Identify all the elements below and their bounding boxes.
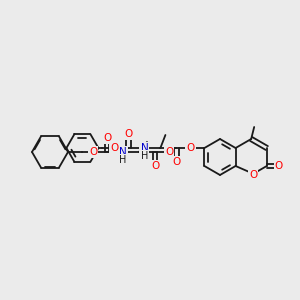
Text: O: O xyxy=(124,129,133,139)
Text: H: H xyxy=(119,155,127,165)
Text: O: O xyxy=(274,161,283,171)
Text: O: O xyxy=(89,147,97,157)
Text: O: O xyxy=(103,133,111,143)
Text: H: H xyxy=(141,151,148,161)
Text: O: O xyxy=(172,157,181,167)
Text: O: O xyxy=(249,170,257,180)
Text: N: N xyxy=(119,147,127,157)
Text: O: O xyxy=(110,143,118,153)
Text: O: O xyxy=(186,143,194,153)
Text: N: N xyxy=(140,143,148,153)
Text: O: O xyxy=(151,161,159,171)
Text: O: O xyxy=(165,147,173,157)
